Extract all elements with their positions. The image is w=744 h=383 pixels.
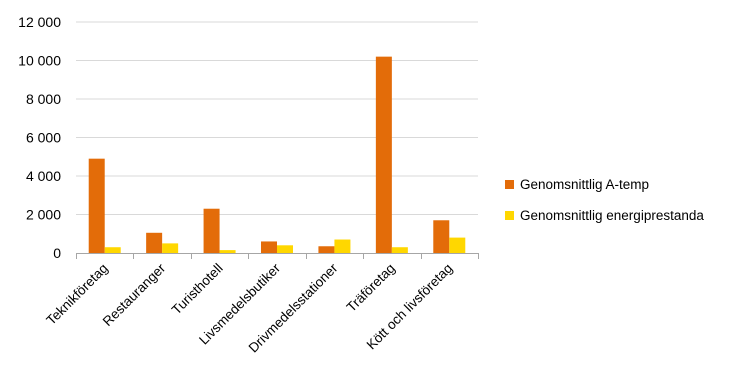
bar-series-1 [433, 220, 450, 253]
bar-series-1 [203, 208, 220, 253]
bar-series-2 [219, 250, 236, 253]
legend-item-series-1: Genomsnittlig A-temp [505, 174, 704, 194]
bar-series-1 [375, 56, 392, 254]
x-category-label: Träföretag [344, 261, 398, 315]
bar-series-2 [104, 247, 121, 253]
y-axis-tick-labels: 0 2 000 4 000 6 000 8 000 10 000 12 000 [18, 14, 61, 261]
bar-series-2 [162, 243, 179, 253]
x-axis [76, 253, 479, 259]
legend: Genomsnittlig A-temp Genomsnittlig energ… [505, 174, 704, 236]
bar-series-2 [449, 237, 466, 253]
bars [88, 56, 466, 254]
legend-item-series-2: Genomsnittlig energiprestanda [505, 205, 704, 225]
bar-series-2 [391, 247, 408, 253]
y-tick-label: 8 000 [26, 91, 61, 107]
gridlines [76, 21, 478, 215]
bar-series-2 [334, 239, 351, 253]
x-category-label: Turisthotell [169, 261, 226, 318]
bar-series-1 [261, 241, 277, 253]
bar-series-1 [88, 158, 105, 253]
y-tick-label: 6 000 [26, 130, 61, 146]
y-tick-label: 12 000 [18, 14, 61, 30]
y-tick-label: 10 000 [18, 53, 61, 69]
bar-series-1 [146, 232, 163, 253]
bar-series-2 [277, 245, 293, 253]
bar-series-1 [318, 246, 335, 253]
legend-label-series-2: Genomsnittlig energiprestanda [520, 207, 704, 223]
y-tick-label: 0 [53, 245, 61, 261]
y-tick-label: 4 000 [26, 168, 61, 184]
legend-swatch-series-2 [505, 210, 514, 220]
y-tick-label: 2 000 [26, 207, 61, 223]
legend-label-series-1: Genomsnittlig A-temp [520, 176, 650, 192]
legend-swatch-series-1 [505, 179, 514, 189]
